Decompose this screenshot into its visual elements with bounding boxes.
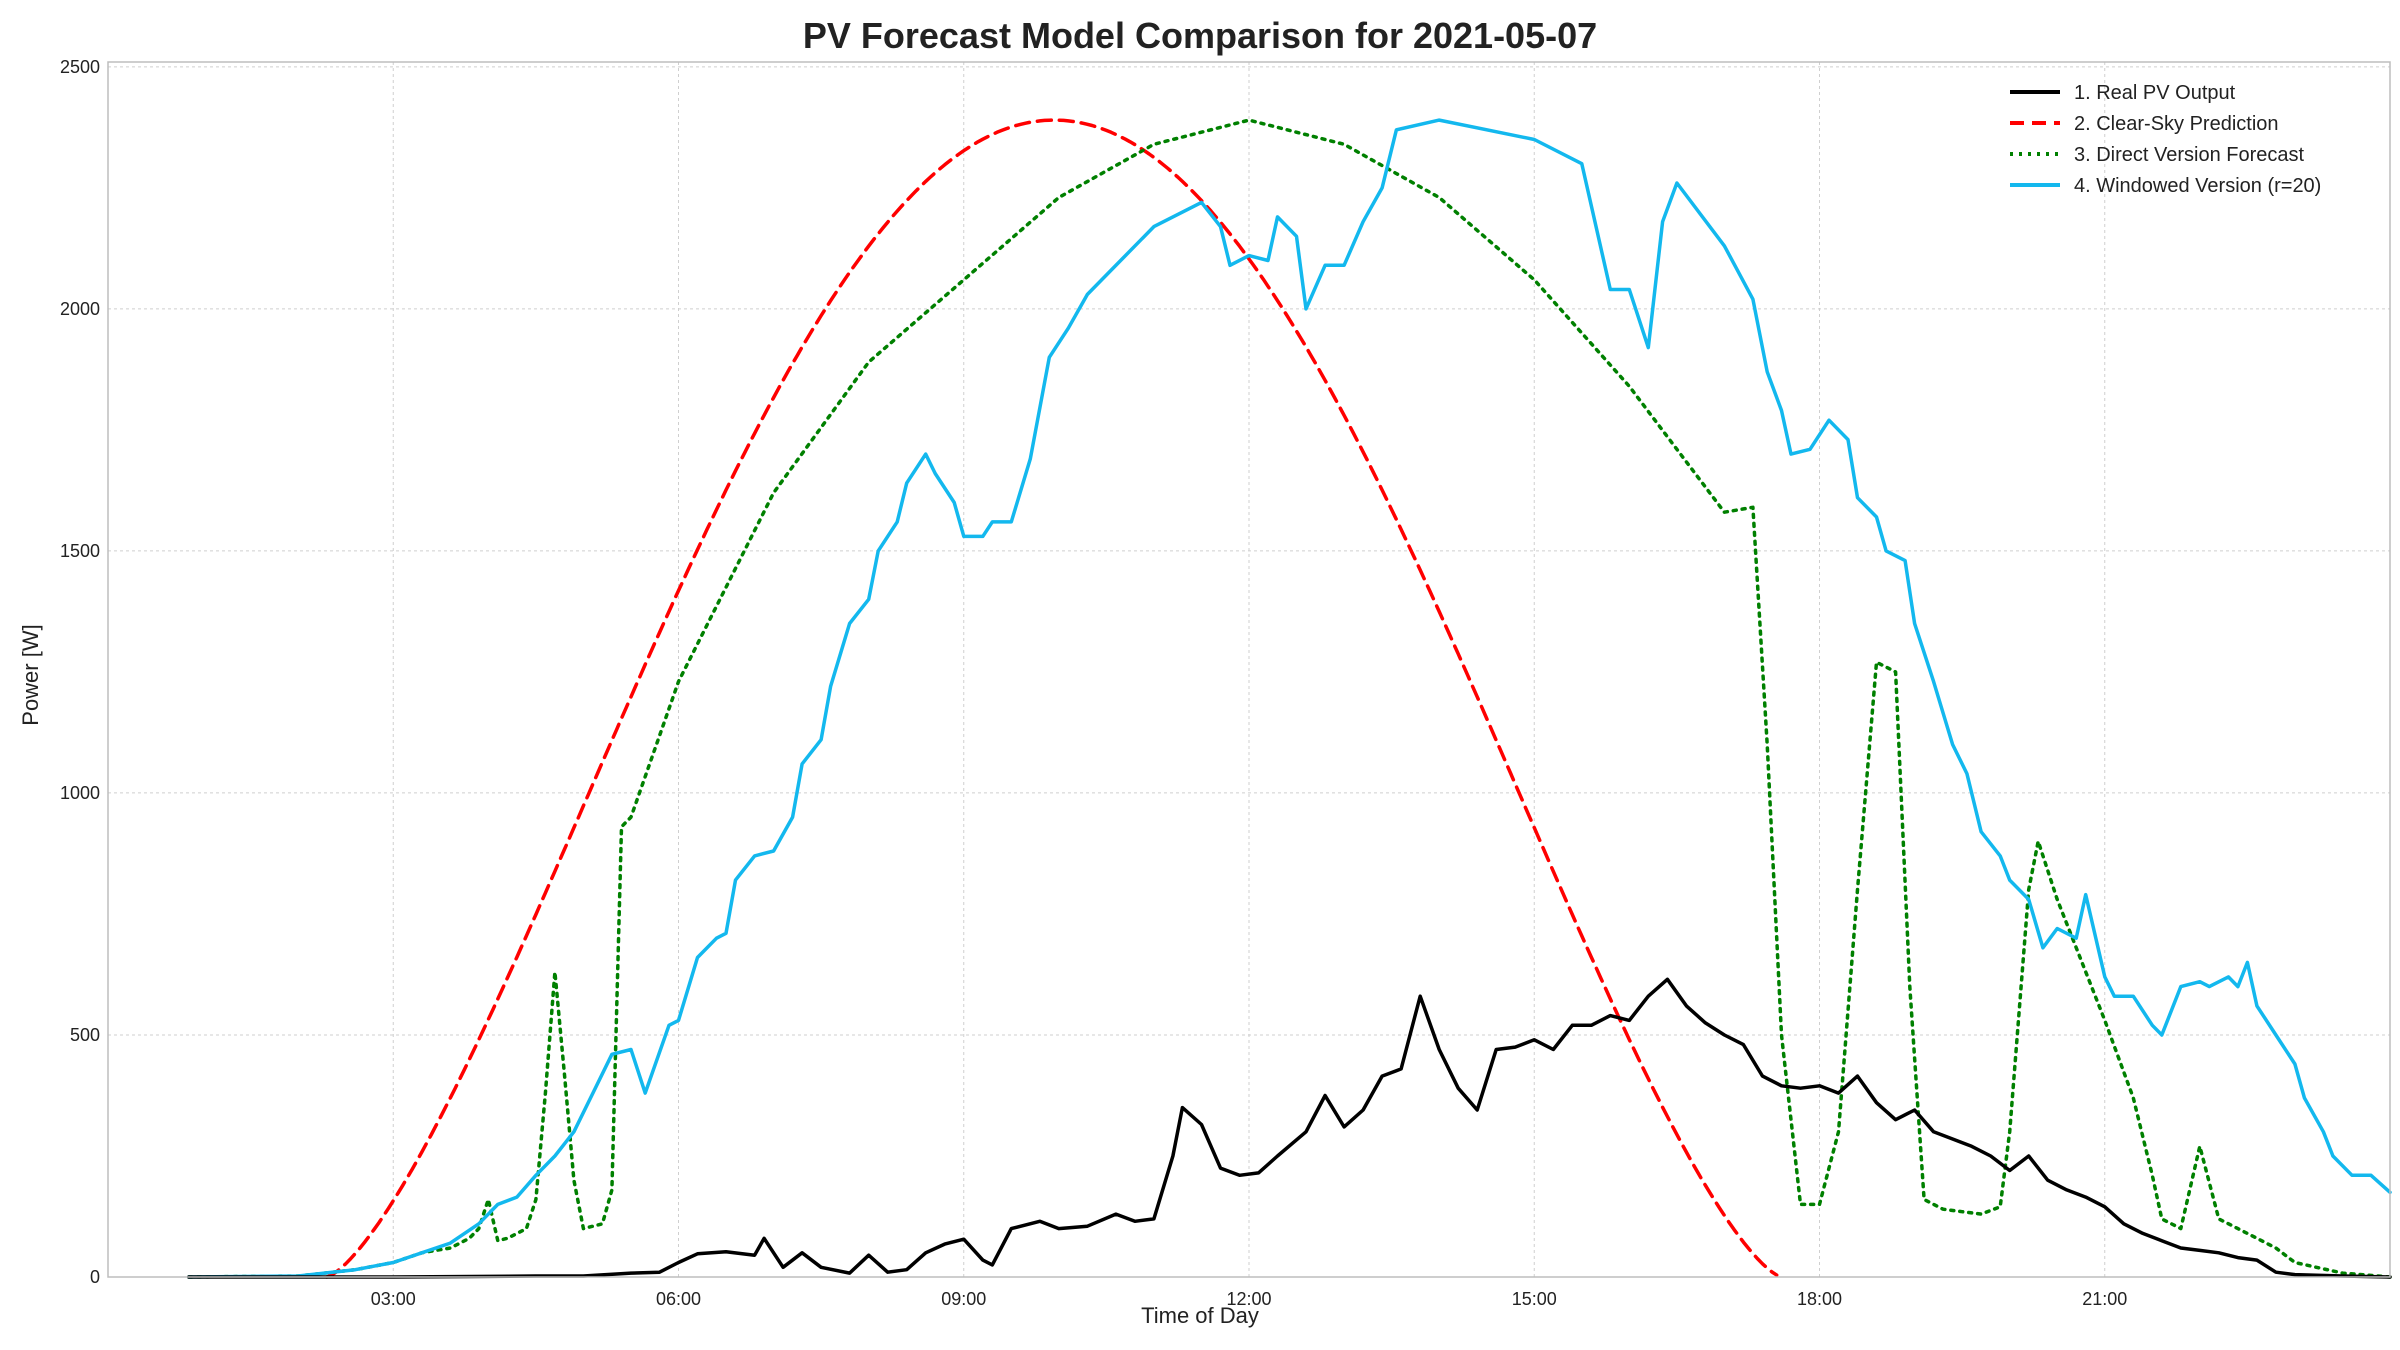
legend-label: 1. Real PV Output xyxy=(2074,82,2236,104)
y-tick-label: 0 xyxy=(90,1267,100,1287)
x-tick-label: 03:00 xyxy=(371,1289,416,1309)
series-line-3 xyxy=(187,118,2392,1279)
legend-label: 3. Direct Version Forecast xyxy=(2074,144,2305,166)
series-line-2 xyxy=(324,118,1779,1279)
x-tick-label: 18:00 xyxy=(1797,1289,1842,1309)
x-tick-label: 06:00 xyxy=(656,1289,701,1309)
series-line-1 xyxy=(187,977,2392,1279)
y-tick-label: 1500 xyxy=(60,541,100,561)
legend-label: 4. Windowed Version (r=20) xyxy=(2074,175,2321,197)
y-axis-label: Power [W] xyxy=(18,624,43,725)
series-line-4 xyxy=(187,118,2392,1279)
legend: 1. Real PV Output 2. Clear-Sky Prediction… xyxy=(2010,82,2321,197)
y-tick-label: 2000 xyxy=(60,299,100,319)
y-tick-label: 2500 xyxy=(60,57,100,77)
y-tick-label: 1000 xyxy=(60,783,100,803)
x-tick-label: 21:00 xyxy=(2082,1289,2127,1309)
y-tick-label: 500 xyxy=(70,1025,100,1045)
series-layer xyxy=(187,118,2392,1279)
legend-label: 2. Clear-Sky Prediction xyxy=(2074,113,2279,135)
plot-frame xyxy=(107,61,2391,1278)
x-tick-label: 12:00 xyxy=(1226,1289,1271,1309)
x-axis-label: Time of Day xyxy=(1141,1303,1259,1328)
x-tick-label: 09:00 xyxy=(941,1289,986,1309)
ticks: 03:00 06:00 09:00 12:00 15:00 18:00 21:00 0 500 1… xyxy=(60,57,2127,1309)
chart-title: PV Forecast Model Comparison for 2021-05… xyxy=(803,15,1597,56)
x-tick-label: 15:00 xyxy=(1512,1289,1557,1309)
